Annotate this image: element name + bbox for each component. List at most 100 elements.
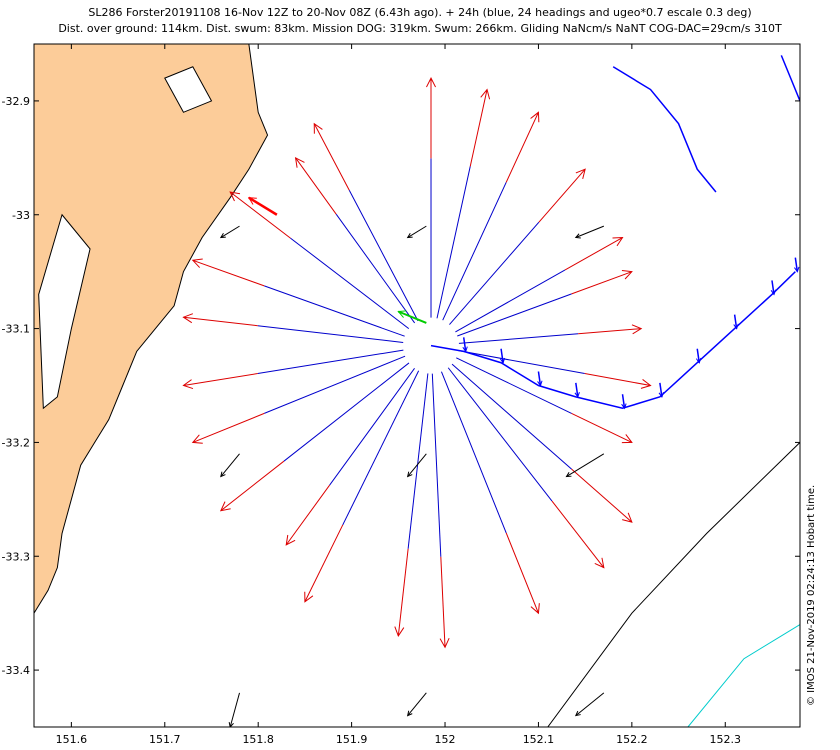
heading-line-9 bbox=[451, 363, 572, 470]
heading-arrow-head-23 bbox=[313, 122, 323, 134]
x-tick-label-2: 151.8 bbox=[242, 733, 274, 746]
track-arrow-5 bbox=[621, 394, 626, 409]
heading-line-14 bbox=[342, 370, 420, 526]
heading-arrow-shaft-8 bbox=[571, 412, 633, 443]
heading-line-5 bbox=[457, 293, 572, 337]
track-arrow-head-8 bbox=[733, 323, 739, 330]
current-arrow-2 bbox=[575, 225, 605, 238]
axes: 151.6 151.7 151.8 151.9 152 152.1 152.2 152.3 -3… bbox=[2, 44, 800, 746]
x-tick-label-4: 152 bbox=[435, 733, 456, 746]
heading-arrow-head-20 bbox=[191, 258, 203, 268]
heading-arrow-head-14 bbox=[304, 591, 314, 603]
track-arrow-2 bbox=[500, 348, 504, 363]
heading-arrow-shaft-13 bbox=[397, 548, 409, 636]
track-arrow-1 bbox=[462, 337, 467, 352]
current-arrow-4 bbox=[407, 453, 427, 477]
coastline-land bbox=[34, 44, 269, 615]
glider-track-line bbox=[430, 271, 796, 410]
current-arrow-3 bbox=[220, 453, 240, 477]
track-arrow-6 bbox=[659, 382, 663, 397]
heading-arrow-shaft-11 bbox=[505, 532, 539, 614]
x-tick-label-5: 152.1 bbox=[523, 733, 555, 746]
heading-arrow-shaft-15 bbox=[285, 484, 331, 546]
y-tick-label-2: -33.1 bbox=[2, 323, 30, 336]
current-arrow-head-3 bbox=[220, 471, 226, 478]
heading-line-22 bbox=[335, 213, 416, 324]
heading-arrow-head-19 bbox=[182, 313, 194, 324]
heading-line-4 bbox=[455, 269, 566, 333]
track-arrow-head-10 bbox=[794, 266, 800, 273]
heading-arrow-head-12 bbox=[439, 637, 450, 649]
heading-line-23 bbox=[348, 190, 419, 322]
current-arrow-6 bbox=[229, 692, 240, 727]
heading-arrow-head-17 bbox=[191, 434, 203, 444]
heading-arrow-shaft-21 bbox=[229, 191, 291, 239]
heading-line-18 bbox=[257, 349, 404, 375]
x-tick-label-6: 152.2 bbox=[616, 733, 648, 746]
lake bbox=[38, 213, 91, 410]
track-arrow-4 bbox=[575, 382, 579, 397]
heading-line-17 bbox=[264, 355, 406, 414]
heading-arrow-shaft-20 bbox=[192, 259, 265, 287]
current-arrow-7 bbox=[407, 692, 427, 716]
x-tick-label-0: 151.6 bbox=[56, 733, 88, 746]
heading-line-12 bbox=[431, 373, 442, 557]
heading-arrow-head-0 bbox=[426, 77, 436, 88]
heading-arrow-head-2 bbox=[530, 111, 540, 123]
track-arrow-head-5 bbox=[621, 403, 627, 410]
heading-arrow-head-9 bbox=[622, 512, 633, 523]
current-arrow-head-0 bbox=[219, 232, 226, 239]
heading-arrow-shaft-23 bbox=[313, 123, 350, 191]
track-arrow-10 bbox=[794, 257, 799, 272]
heading-arrow-head-11 bbox=[530, 603, 540, 615]
heading-line-1 bbox=[436, 166, 471, 319]
heading-arrow-shaft-17 bbox=[192, 412, 265, 443]
y-tick-label-1: -33 bbox=[12, 209, 30, 222]
heading-line-11 bbox=[440, 371, 507, 534]
current-arrows bbox=[219, 225, 605, 727]
recent-heading-arrow-head bbox=[247, 197, 257, 205]
heading-arrow-head-18 bbox=[182, 379, 194, 390]
current-arrow-head-1 bbox=[406, 232, 413, 239]
heading-fan bbox=[182, 77, 652, 649]
current-arrow-head-7 bbox=[406, 710, 413, 717]
track-arrow-head-1 bbox=[462, 346, 468, 353]
chart-title-line-2: Dist. over ground: 114km. Dist. swum: 83… bbox=[58, 22, 782, 35]
heading-line-20 bbox=[264, 285, 405, 337]
bathymetry-contours bbox=[547, 442, 800, 727]
heading-arrow-shaft-1 bbox=[469, 89, 488, 167]
track-arrow-7 bbox=[696, 348, 700, 363]
heading-line-8 bbox=[456, 357, 572, 414]
y-tick-label-4: -33.3 bbox=[2, 550, 30, 563]
heading-arrow-shaft-5 bbox=[571, 271, 633, 295]
heading-arrow-head-15 bbox=[285, 534, 296, 546]
track-arrow-head-4 bbox=[574, 391, 580, 398]
heading-arrow-shaft-4 bbox=[564, 237, 623, 271]
current-arrow-1 bbox=[407, 225, 427, 238]
heading-arrow-shaft-2 bbox=[505, 112, 539, 183]
heading-arrow-shaft-6 bbox=[578, 328, 642, 335]
glider-track bbox=[430, 55, 800, 410]
x-tick-label-1: 151.7 bbox=[149, 733, 181, 746]
heading-arrow-head-3 bbox=[575, 168, 586, 180]
track-arrow-9 bbox=[771, 280, 775, 295]
current-arrow-head-4 bbox=[406, 471, 413, 478]
current-arrow-head-8 bbox=[574, 710, 581, 717]
credit-text: © IMOS 21-Nov-2019 02:24:13 Hobart time. bbox=[806, 484, 817, 706]
heading-line-21 bbox=[290, 237, 410, 330]
heading-arrow-shaft-18 bbox=[183, 373, 258, 386]
heading-line-15 bbox=[329, 368, 415, 486]
current-arrow-8 bbox=[575, 692, 605, 717]
heading-arrow-shaft-14 bbox=[304, 524, 344, 603]
heading-arrow-shaft-7 bbox=[584, 373, 651, 386]
heading-arrow-head-22 bbox=[294, 156, 305, 168]
x-tick-label-7: 152.3 bbox=[710, 733, 742, 746]
heading-arrow-head-13 bbox=[394, 626, 405, 638]
heading-line-13 bbox=[407, 373, 429, 549]
track-arrow-head-2 bbox=[499, 357, 506, 364]
contour-line-light bbox=[687, 624, 800, 727]
y-tick-label-0: -32.9 bbox=[2, 95, 30, 108]
current-arrow-head-2 bbox=[574, 233, 581, 239]
x-tick-label-3: 151.9 bbox=[336, 733, 368, 746]
heading-arrow-head-8 bbox=[621, 434, 633, 444]
